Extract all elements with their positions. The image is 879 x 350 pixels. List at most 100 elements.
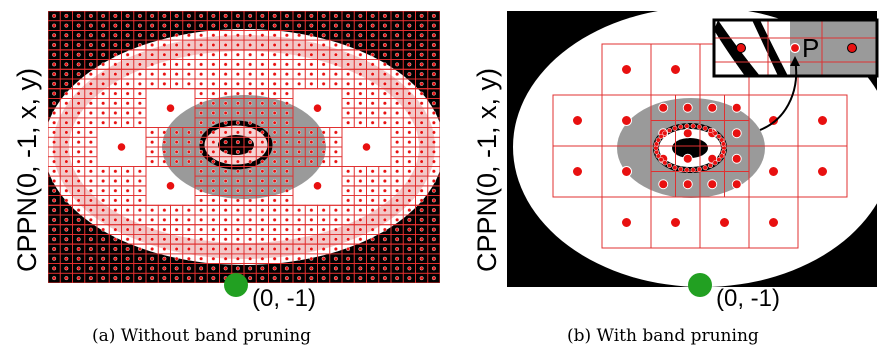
grid-node: [272, 169, 277, 174]
grid-node: [235, 237, 240, 242]
grid-node: [419, 91, 424, 96]
grid-node: [297, 159, 302, 164]
grid-node: [52, 62, 57, 67]
grid-node: [260, 72, 265, 77]
grid-node: [162, 13, 167, 18]
grid-node: [52, 149, 57, 154]
grid-node: [712, 160, 718, 166]
grid-node: [346, 198, 351, 203]
grid-node: [431, 33, 436, 38]
grid-node: [76, 101, 81, 106]
grid-node: [64, 179, 69, 183]
grid-node: [370, 33, 375, 38]
grid-node: [333, 140, 338, 145]
grid-node: [64, 276, 69, 281]
grid-node: [358, 91, 363, 96]
grid-node: [223, 256, 228, 261]
grid-node: [162, 256, 167, 261]
grid-node: [358, 62, 363, 67]
grid-node: [297, 130, 302, 135]
grid-node: [88, 198, 93, 203]
grid-node: [223, 120, 228, 125]
grid-node: [407, 72, 412, 77]
grid-cell: [427, 272, 440, 283]
grid-node: [64, 120, 69, 125]
grid-node: [125, 198, 130, 203]
panel-b-image: [507, 11, 877, 287]
grid-node: [199, 23, 204, 28]
grid-node: [52, 266, 57, 271]
grid-node: [297, 276, 302, 281]
grid-node: [272, 198, 277, 203]
grid-node: [150, 140, 155, 145]
grid-node: [248, 91, 253, 96]
grid-node: [382, 52, 387, 57]
grid-node: [321, 217, 326, 222]
grid-node: [702, 125, 708, 131]
grid-node: [712, 130, 718, 136]
grid-node: [333, 247, 338, 251]
grid-node: [211, 91, 216, 96]
grid-node: [431, 276, 436, 281]
grid-node: [272, 91, 277, 96]
grid-node: [248, 43, 253, 47]
grid-node: [248, 111, 253, 115]
grid-node: [162, 227, 167, 232]
grid-node: [88, 130, 93, 135]
grid-node: [186, 33, 191, 38]
grid-node: [395, 256, 400, 261]
grid-node: [309, 140, 314, 145]
grid-node: [346, 23, 351, 28]
grid-node: [248, 227, 253, 232]
grid-node: [419, 276, 424, 281]
grid-node: [125, 91, 130, 96]
grid-node: [719, 217, 730, 228]
grid-node: [407, 247, 412, 251]
grid-node: [419, 111, 424, 115]
grid-node: [407, 91, 412, 96]
grid-node: [88, 43, 93, 47]
grid-node: [407, 120, 412, 125]
grid-node: [174, 140, 179, 145]
grid-node: [284, 237, 289, 242]
grid-node: [346, 101, 351, 106]
grid-node: [248, 140, 253, 145]
grid-node: [407, 266, 412, 271]
grid-node: [260, 101, 265, 106]
grid-node: [88, 247, 93, 251]
grid-node: [235, 101, 240, 106]
grid-node: [150, 149, 155, 154]
grid-node: [346, 237, 351, 242]
grid-node: [419, 72, 424, 77]
grid-node: [284, 169, 289, 174]
grid-node: [309, 81, 314, 86]
grid-node: [382, 217, 387, 222]
grid-node: [88, 149, 93, 154]
grid-node: [321, 208, 326, 213]
grid-node: [88, 276, 93, 281]
grid-node: [162, 217, 167, 222]
grid-node: [370, 169, 375, 174]
grid-node: [297, 149, 302, 154]
grid-node: [321, 140, 326, 145]
grid-node: [165, 181, 176, 191]
grid-node: [116, 142, 127, 152]
grid-node: [113, 33, 118, 38]
grid-node: [235, 179, 240, 183]
grid-node: [358, 23, 363, 28]
grid-node: [113, 62, 118, 67]
grid-node: [407, 13, 412, 18]
inset-node-p: [789, 42, 801, 54]
grid-node: [670, 64, 681, 75]
grid-node: [223, 81, 228, 86]
grid-node: [125, 33, 130, 38]
grid-node: [113, 208, 118, 213]
grid-node: [382, 237, 387, 242]
grid-node: [88, 208, 93, 213]
grid-node: [407, 140, 412, 145]
grid-node: [395, 159, 400, 164]
grid-node: [272, 13, 277, 18]
grid-node: [248, 62, 253, 67]
grid-node: [358, 13, 363, 18]
grid-node: [370, 101, 375, 106]
